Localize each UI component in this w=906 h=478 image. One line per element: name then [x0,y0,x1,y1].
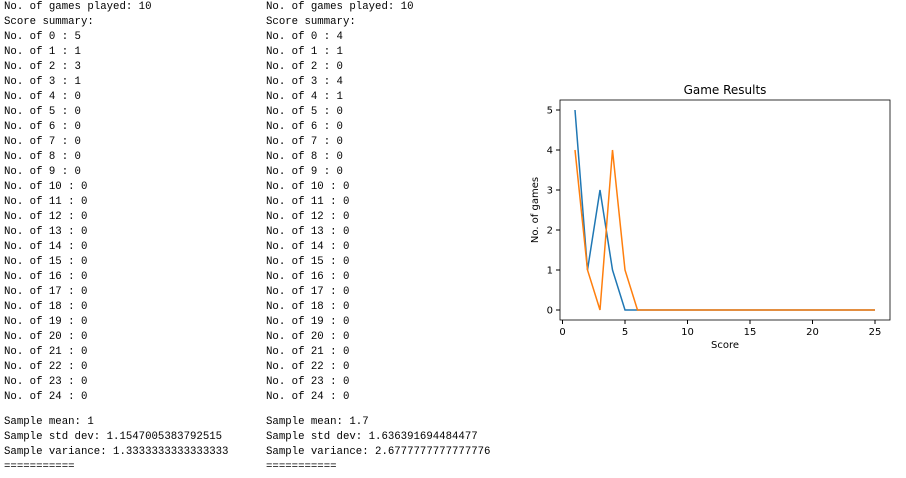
text-line: Sample std dev: 1.1547005383792515 [4,431,223,443]
text-line: No. of 13 : 0 [4,226,88,238]
text-line: No. of 21 : 0 [266,346,350,358]
text-line: No. of 7 : 0 [266,136,343,148]
text-block: No. of games played: 10 Score summary: No.… [4,0,152,405]
text-line: No. of 22 : 0 [4,361,88,373]
axes-frame [559,99,891,321]
x-tick-label: 20 [806,327,819,338]
text-line: No. of 17 : 0 [4,286,88,298]
x-tick-label: 5 [622,327,628,338]
text-line: No. of 0 : 5 [4,31,81,43]
text-line: No. of 6 : 0 [266,121,343,133]
text-line: No. of 4 : 1 [266,91,343,103]
text-line: Score summary: [4,16,94,28]
y-tick-label: 2 [547,226,553,237]
text-line: No. of 1 : 1 [4,46,81,58]
text-line: No. of 0 : 4 [266,31,343,43]
text-line: No. of 3 : 4 [266,76,343,88]
text-line: No. of 12 : 0 [4,211,88,223]
text-line: No. of 19 : 0 [266,316,350,328]
text-line: No. of 9 : 0 [266,166,343,178]
text-line: No. of 2 : 3 [4,61,81,73]
text-line: No. of 14 : 0 [4,241,88,253]
x-tick-label: 25 [869,327,882,338]
data-line [574,109,875,311]
text-line: No. of 1 : 1 [266,46,343,58]
text-line: No. of games played: 10 [266,1,414,13]
text-line: No. of 15 : 0 [266,256,350,268]
text-line: No. of 19 : 0 [4,316,88,328]
text-line: No. of 21 : 0 [4,346,88,358]
text-line: No. of 4 : 0 [4,91,81,103]
text-line: No. of 18 : 0 [266,301,350,313]
text-line: No. of 6 : 0 [4,121,81,133]
text-line: No. of 17 : 0 [266,286,350,298]
text-line: No. of games played: 10 [4,1,152,13]
text-line: Sample variance: 1.3333333333333333 [4,446,229,458]
text-line: No. of 5 : 0 [266,106,343,118]
y-tick-label: 4 [547,146,553,157]
text-line: Sample mean: 1.7 [266,416,369,428]
text-line: No. of 16 : 0 [4,271,88,283]
y-tick-label: 5 [547,106,553,117]
x-tick-label: 0 [559,327,565,338]
y-tick-label: 0 [547,306,553,317]
text-line: No. of 15 : 0 [4,256,88,268]
text-line: No. of 9 : 0 [4,166,81,178]
text-line: No. of 23 : 0 [266,376,350,388]
text-line: No. of 11 : 0 [266,196,350,208]
text-line: No. of 13 : 0 [266,226,350,238]
text-line: No. of 10 : 0 [266,181,350,193]
text-line: No. of 24 : 0 [4,391,88,403]
text-line: No. of 3 : 1 [4,76,81,88]
text-line: No. of 14 : 0 [266,241,350,253]
text-block: No. of games played: 10 Score summary: No.… [266,0,414,405]
x-axis-label: Score [711,340,739,351]
y-tick-label: 1 [547,266,553,277]
text-line: No. of 2 : 0 [266,61,343,73]
text-line: No. of 16 : 0 [266,271,350,283]
y-axis-label: No. of games [530,177,541,243]
text-line: No. of 8 : 0 [4,151,81,163]
text-line: No. of 7 : 0 [4,136,81,148]
x-tick-label: 15 [744,327,757,338]
text-line: =========== [266,461,337,473]
data-line [574,149,875,311]
text-block: Sample mean: 1.7 Sample std dev: 1.636391… [266,415,490,475]
text-line: No. of 20 : 0 [4,331,88,343]
text-line: =========== [4,461,75,473]
text-line: No. of 24 : 0 [266,391,350,403]
text-line: No. of 22 : 0 [266,361,350,373]
y-tick-label: 3 [547,186,553,197]
text-line: No. of 8 : 0 [266,151,343,163]
text-line: Sample variance: 2.6777777777777776 [266,446,491,458]
text-line: Sample std dev: 1.636391694484477 [266,431,478,443]
text-line: No. of 18 : 0 [4,301,88,313]
text-line: No. of 11 : 0 [4,196,88,208]
chart-title: Game Results [684,83,767,97]
text-line: No. of 23 : 0 [4,376,88,388]
text-line: No. of 5 : 0 [4,106,81,118]
text-line: No. of 20 : 0 [266,331,350,343]
text-block: Sample mean: 1 Sample std dev: 1.15470053… [4,415,228,475]
text-line: Score summary: [266,16,356,28]
text-line: Sample mean: 1 [4,416,94,428]
text-line: No. of 10 : 0 [4,181,88,193]
x-tick-label: 10 [681,327,694,338]
text-line: No. of 12 : 0 [266,211,350,223]
